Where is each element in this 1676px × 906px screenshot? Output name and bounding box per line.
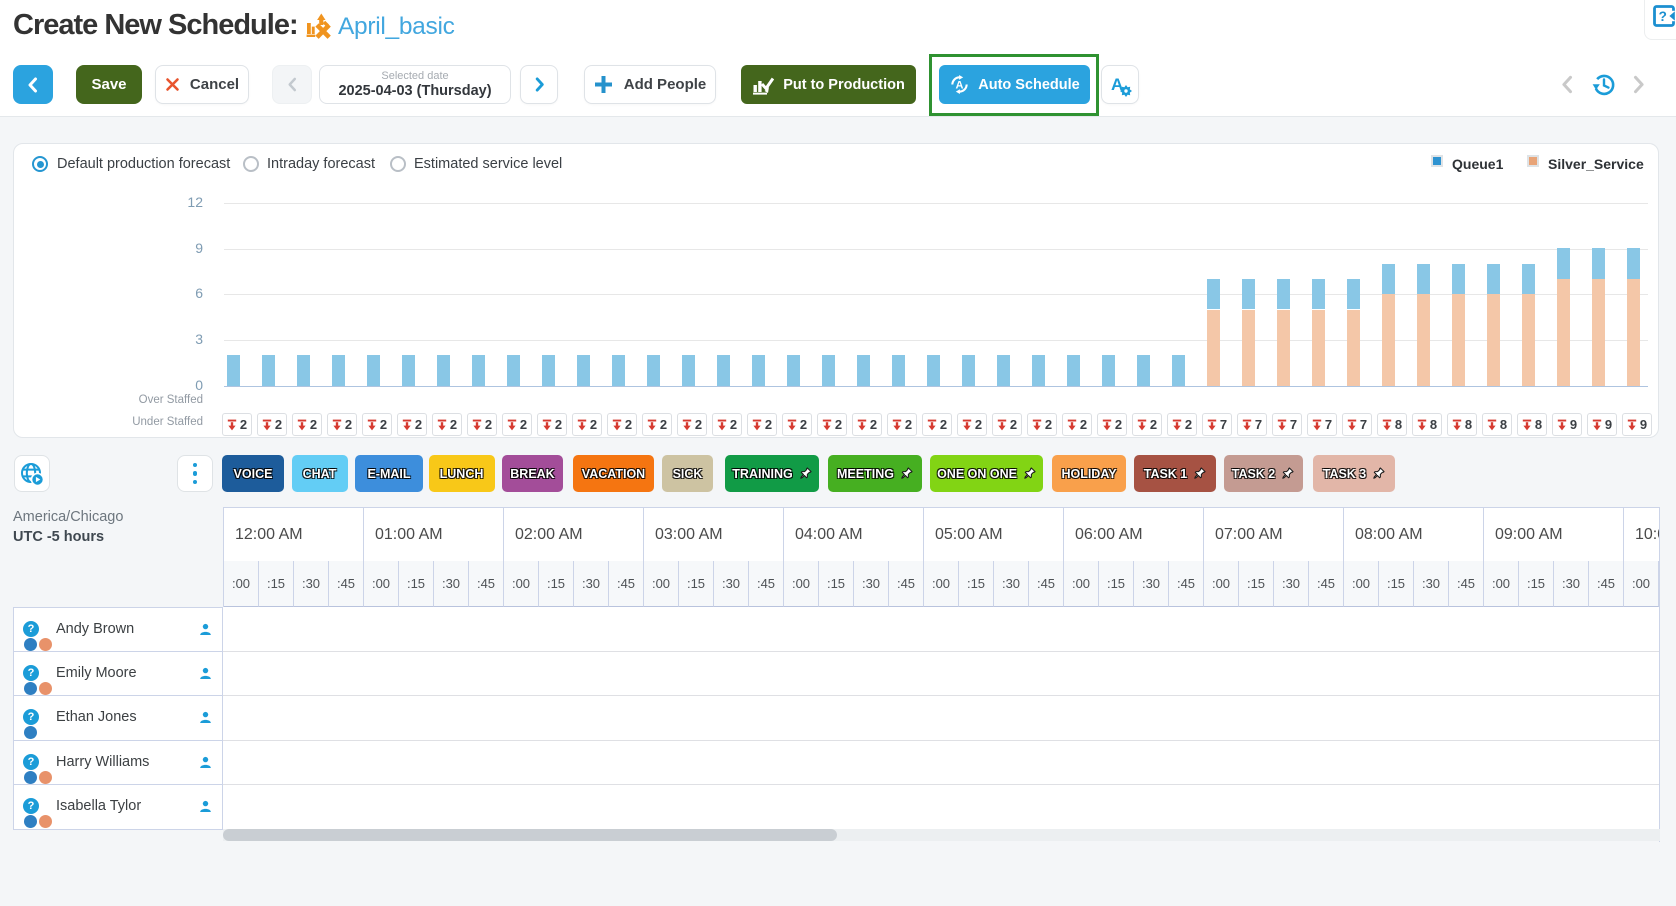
svg-text:?: ?: [1659, 9, 1667, 24]
svg-text:A: A: [956, 79, 964, 91]
svg-text:A: A: [1111, 75, 1123, 94]
